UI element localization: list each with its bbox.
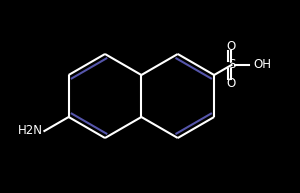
Text: OH: OH [254,58,272,71]
Text: O: O [227,40,236,52]
Text: S: S [228,58,235,71]
Text: H2N: H2N [17,124,42,137]
Text: O: O [227,78,236,91]
